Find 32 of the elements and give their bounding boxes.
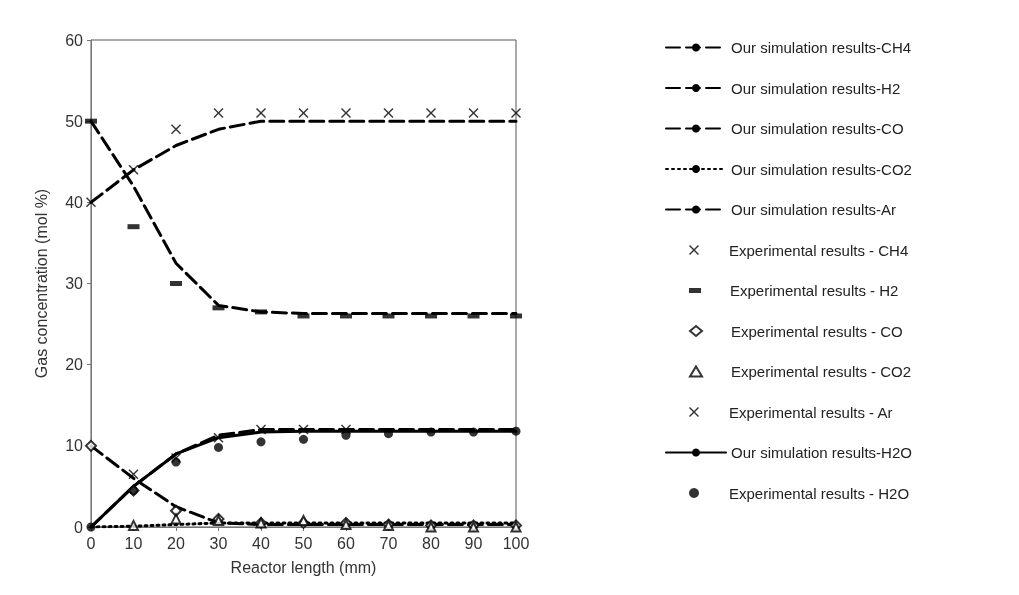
legend-label: Our simulation results-CO xyxy=(731,120,904,137)
y-tick-label: 50 xyxy=(65,112,84,130)
legend-label: Experimental results - H2O xyxy=(729,484,910,502)
x-tick-label: 70 xyxy=(379,534,398,552)
legend-label: Experimental results - H2 xyxy=(730,282,899,299)
legend-label: Our simulation results-H2 xyxy=(731,79,901,97)
legend-label: Experimental results - CO2 xyxy=(731,363,912,380)
x-tick-label: 10 xyxy=(124,534,143,552)
x-tick-label: 20 xyxy=(167,534,185,552)
x-tick-label: 90 xyxy=(464,534,483,552)
x-tick-label: 40 xyxy=(252,534,270,552)
y-tick-label: 10 xyxy=(65,437,84,455)
y-tick-label: 60 xyxy=(65,31,84,49)
x-tick-label: 60 xyxy=(337,534,355,552)
y-tick-label: 30 xyxy=(65,275,84,292)
x-tick-label: 100 xyxy=(502,534,530,552)
x-tick-label: 50 xyxy=(294,534,313,552)
legend-label: Experimental results - Ar xyxy=(729,403,893,421)
y-tick-label: 20 xyxy=(65,356,84,374)
x-tick-label: 30 xyxy=(209,534,228,552)
legend-label: Our simulation results-Ar xyxy=(731,201,897,218)
x-axis-title: Reactor length (mm) xyxy=(230,558,377,576)
legend-label: Our simulation results-CH4 xyxy=(731,39,912,56)
legend-label: Our simulation results-CO2 xyxy=(731,160,912,178)
legend-label: Experimental results - CO xyxy=(731,322,903,340)
y-axis-title: Gas concentration (mol %) xyxy=(32,188,50,379)
legend-label: Our simulation results-H2O xyxy=(731,444,912,461)
x-tick-label: 0 xyxy=(86,534,96,552)
y-tick-label: 0 xyxy=(74,518,84,536)
legend-label: Experimental results - CH4 xyxy=(729,241,909,259)
y-tick-label: 40 xyxy=(65,193,84,211)
x-tick-label: 80 xyxy=(422,534,440,552)
